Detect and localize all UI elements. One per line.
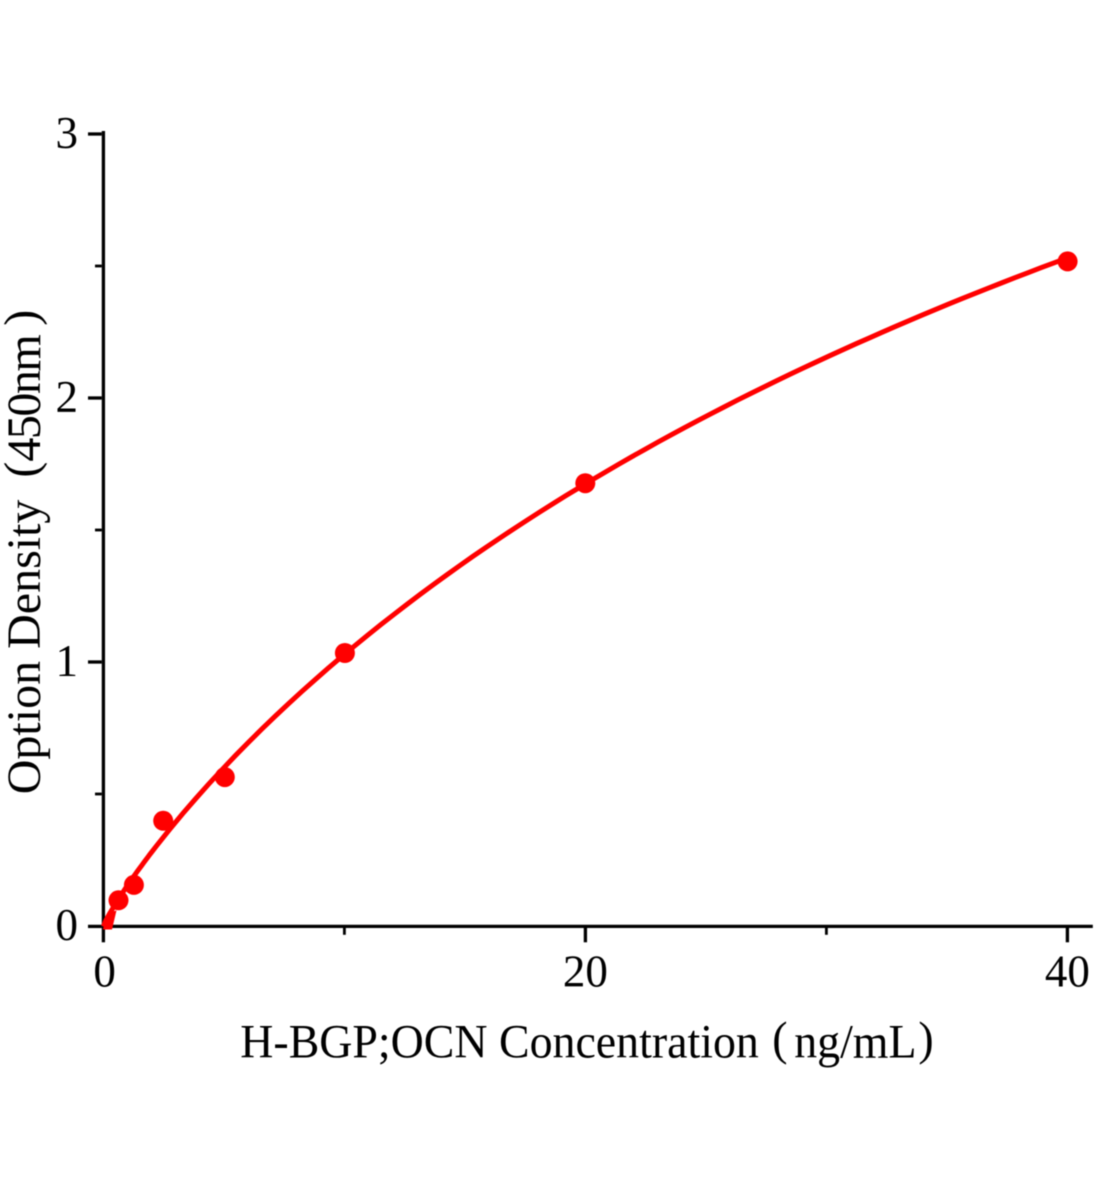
svg-text:1: 1 bbox=[56, 636, 79, 686]
svg-text:0: 0 bbox=[56, 900, 79, 950]
svg-text:H-BGP;OCN Concentration(ng/mL): H-BGP;OCN Concentration(ng/mL) bbox=[240, 1013, 933, 1069]
svg-text:2: 2 bbox=[56, 372, 79, 422]
svg-text:40: 40 bbox=[1045, 947, 1090, 997]
svg-text:0: 0 bbox=[93, 947, 116, 997]
svg-text:Option Density(450nm): Option Density(450nm) bbox=[0, 310, 51, 794]
svg-text:3: 3 bbox=[56, 108, 79, 158]
svg-text:20: 20 bbox=[563, 947, 608, 997]
